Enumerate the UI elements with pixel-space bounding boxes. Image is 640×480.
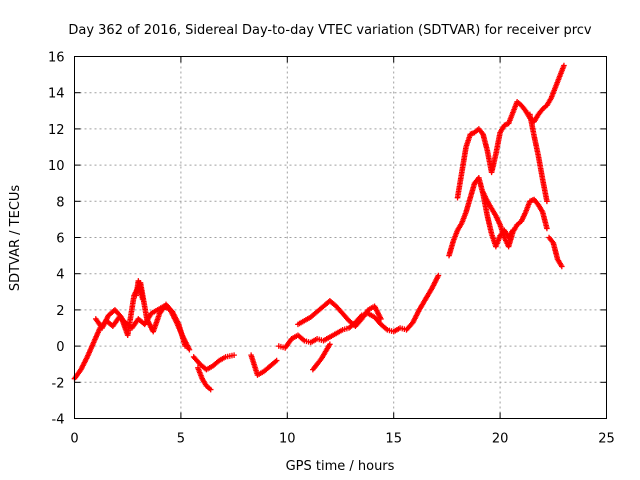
data-point-marker: [435, 272, 442, 279]
series-track-11: [454, 62, 567, 201]
y-tick-label: 4: [56, 268, 64, 283]
data-point-marker: [559, 263, 565, 270]
y-tick-label: 6: [56, 232, 64, 247]
chart-title: Day 362 of 2016, Sidereal Day-to-day VTE…: [68, 23, 592, 38]
y-tick-label: 2: [56, 304, 64, 319]
series-track-7: [275, 272, 442, 351]
data-point-marker: [544, 225, 550, 232]
y-tick-label: 0: [56, 340, 64, 355]
series-track-10: [446, 174, 516, 259]
data-point-marker: [207, 386, 214, 393]
data-point-marker: [327, 341, 333, 348]
x-tick-label: 5: [177, 432, 185, 447]
x-tick-label: 20: [492, 432, 509, 447]
y-tick-label: -4: [52, 413, 65, 428]
series-track-3: [133, 278, 146, 302]
data-point-marker: [273, 357, 280, 364]
series-track-8: [295, 298, 384, 329]
y-tick-label: 12: [48, 123, 65, 138]
x-tick-label: 25: [598, 432, 615, 447]
y-tick-label: 10: [48, 159, 65, 174]
y-tick-label: 16: [48, 51, 65, 66]
data-point-marker: [182, 343, 188, 349]
series-track-13: [527, 111, 550, 205]
y-axis-label: SDTVAR / TECUs: [8, 185, 23, 292]
series-track-14: [546, 234, 565, 270]
y-tick-label: 8: [56, 195, 64, 210]
series-track-12: [480, 189, 550, 250]
data-point-marker: [231, 352, 237, 358]
y-tick-label: 14: [48, 87, 65, 102]
data-point-marker: [544, 198, 550, 205]
x-axis-label: GPS time / hours: [286, 459, 395, 474]
data-point-marker: [186, 346, 193, 353]
data-point-marker: [378, 316, 384, 322]
series-track-6: [248, 352, 280, 378]
y-tick-labels: -4 -2 0 2 4 6 8 10 12 14 16: [48, 51, 65, 428]
data-point-marker: [139, 296, 146, 302]
series-track-5: [195, 365, 214, 393]
x-tick-labels: 0 5 10 15 20 25: [70, 432, 614, 447]
series-track-9: [310, 341, 333, 373]
x-tick-label: 15: [385, 432, 402, 447]
data-point-marker: [561, 62, 567, 69]
x-tick-label: 0: [70, 432, 78, 447]
y-tick-label: -2: [52, 376, 65, 391]
plot-frame: [74, 56, 607, 419]
data-series: [71, 62, 567, 393]
x-tick-label: 10: [279, 432, 296, 447]
series-track-4: [190, 352, 237, 373]
